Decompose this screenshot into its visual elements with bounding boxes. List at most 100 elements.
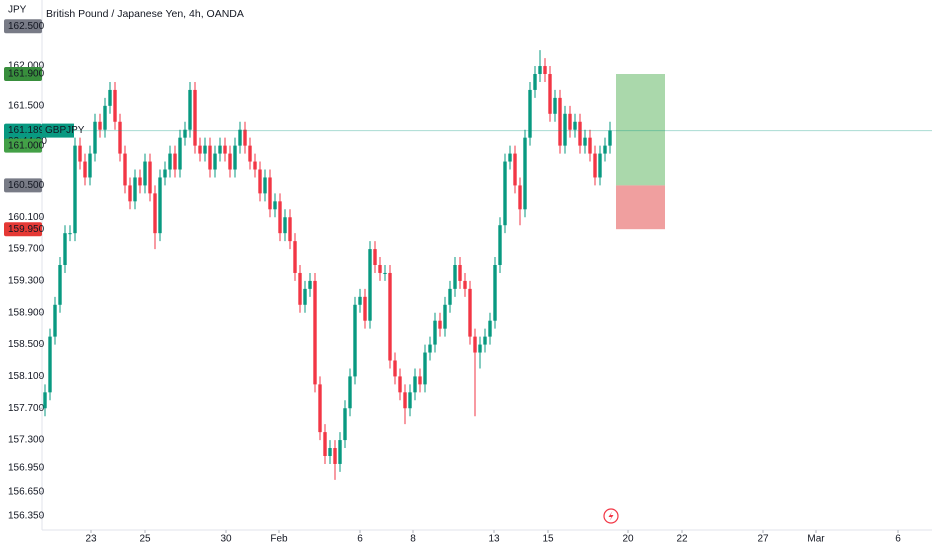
candle-body — [78, 145, 82, 162]
candle-body — [113, 89, 117, 122]
candle-body — [493, 265, 497, 321]
candle-body — [293, 241, 297, 273]
candle-body — [488, 320, 492, 337]
x-tick-label: 23 — [85, 534, 97, 545]
x-tick-label: 13 — [488, 534, 500, 545]
candle-body — [353, 304, 357, 377]
candle-body — [63, 233, 67, 265]
candle-body — [268, 177, 272, 210]
y-tick-label: 157.700 — [8, 403, 45, 414]
price-badge — [4, 178, 42, 193]
flash-circle[interactable] — [603, 508, 619, 524]
candle-body — [598, 153, 602, 178]
candle-body — [343, 408, 347, 441]
y-axis-unit: JPY — [8, 5, 27, 16]
loss-zone — [616, 185, 665, 230]
candle-body — [88, 153, 92, 178]
flash-icon[interactable] — [603, 508, 619, 524]
price-badge-label: 161.900 — [8, 69, 45, 80]
candle-body — [58, 265, 62, 305]
candle-body — [583, 137, 587, 146]
candle-body — [118, 121, 122, 154]
profit-zone — [616, 74, 665, 186]
candle-body — [333, 448, 337, 464]
candle-body — [338, 440, 342, 464]
candle-body — [463, 280, 467, 289]
candle-body — [558, 97, 562, 146]
candle-body — [483, 336, 487, 345]
candle-body — [608, 130, 612, 146]
candle-body — [138, 177, 142, 186]
x-tick-label: 20 — [622, 534, 634, 545]
candle-body — [458, 265, 462, 281]
candle-body — [528, 89, 532, 138]
candle-body — [273, 201, 277, 210]
candle-body — [83, 161, 87, 178]
candle-body — [403, 392, 407, 409]
candle-body — [143, 161, 147, 186]
candle-body — [393, 360, 397, 377]
candle-body — [563, 113, 567, 146]
candle-body — [363, 296, 367, 321]
candle-body — [448, 288, 452, 305]
flash-bolt[interactable] — [608, 511, 614, 521]
candle-body — [93, 121, 97, 154]
candle-body — [383, 272, 387, 274]
candle-body — [578, 121, 582, 146]
y-tick-label: 162.000 — [8, 61, 45, 72]
x-tick-label: Mar — [807, 534, 825, 545]
candle-body — [103, 105, 107, 130]
candle-body — [253, 161, 257, 170]
candle-body — [398, 376, 402, 393]
candle-body — [233, 145, 237, 170]
candle-body — [133, 177, 137, 202]
candle-body — [498, 225, 502, 265]
candle-body — [198, 145, 202, 154]
price-badge — [4, 222, 42, 237]
candle-body — [178, 137, 182, 170]
price-badge — [4, 138, 42, 153]
candle-body — [513, 153, 517, 186]
chart-title: British Pound / Japanese Yen, 4h, OANDA — [46, 8, 244, 20]
price-badge — [4, 67, 42, 82]
candle-body — [158, 177, 162, 234]
candle-body — [98, 121, 102, 130]
candle-body — [53, 304, 57, 337]
candle-body — [433, 320, 437, 345]
candle-body — [258, 169, 262, 194]
candle-body — [348, 376, 352, 409]
candle-body — [248, 145, 252, 162]
candle-body — [223, 145, 227, 154]
x-tick-label: 6 — [895, 534, 901, 545]
candle-body — [48, 336, 52, 393]
candle-body — [328, 448, 332, 456]
candle-body — [193, 89, 197, 146]
candle-body — [298, 272, 302, 305]
x-tick-label: Feb — [270, 534, 288, 545]
candle-body — [213, 153, 217, 170]
candle-body — [323, 432, 327, 456]
candle-body — [543, 66, 547, 75]
x-tick-label: 22 — [676, 534, 688, 545]
candle-body — [518, 185, 522, 210]
y-tick-label: 159.700 — [8, 244, 45, 255]
candle-body — [283, 217, 287, 234]
candle-body — [388, 272, 392, 361]
candle-body — [523, 137, 527, 210]
candle-body — [408, 392, 412, 409]
candle-body — [538, 66, 542, 75]
y-tick-label: 158.900 — [8, 307, 45, 318]
symbol-badge — [42, 123, 74, 138]
y-tick-label: 158.500 — [8, 339, 45, 350]
candle-body — [603, 145, 607, 154]
y-tick-label: 157.300 — [8, 435, 45, 446]
candle-body — [533, 74, 537, 90]
candle-body — [218, 145, 222, 154]
candle-body — [308, 280, 312, 289]
candle-body — [243, 129, 247, 146]
candle-body — [568, 113, 572, 130]
price-badge-label: 159.950 — [8, 224, 45, 235]
y-tick-label: 156.350 — [8, 510, 45, 521]
candle-body — [263, 177, 267, 194]
